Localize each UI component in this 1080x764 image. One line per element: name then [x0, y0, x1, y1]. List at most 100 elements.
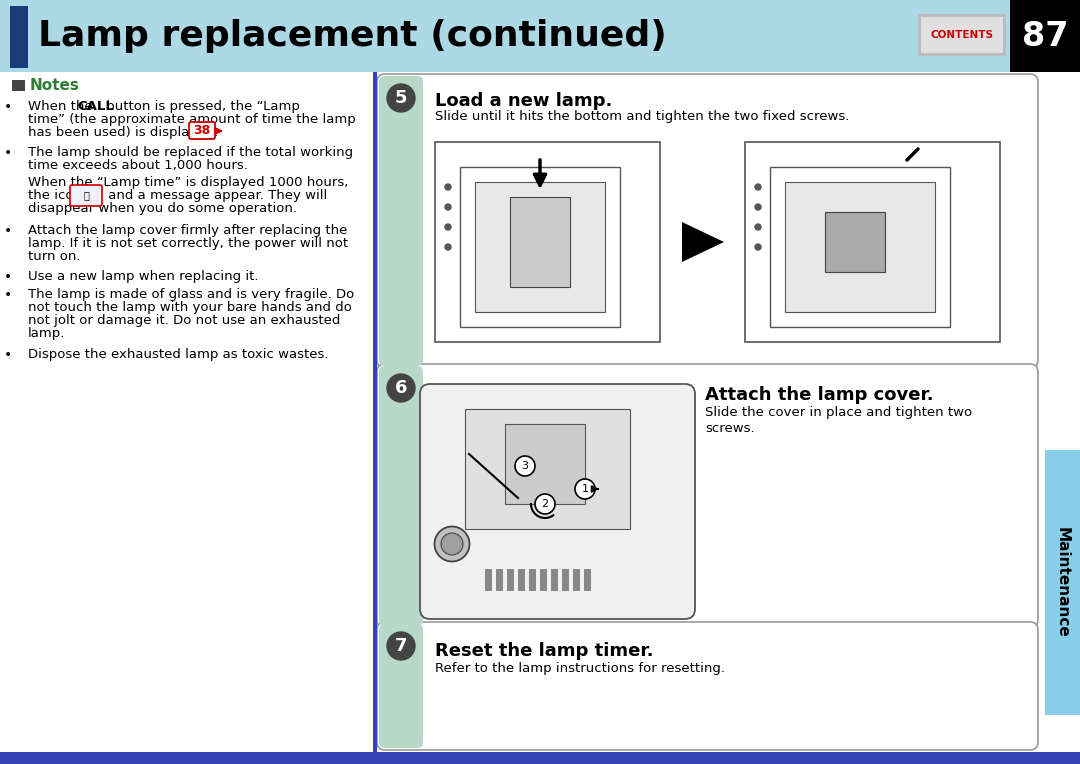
FancyBboxPatch shape — [70, 185, 102, 206]
Bar — [518, 569, 525, 591]
Text: screws.: screws. — [705, 422, 755, 435]
Circle shape — [387, 632, 415, 660]
Circle shape — [515, 456, 535, 476]
Bar — [918, 14, 1005, 56]
Ellipse shape — [434, 526, 470, 562]
Circle shape — [755, 184, 761, 190]
Bar — [0, 72, 1080, 754]
Bar — [740, 137, 1005, 347]
Text: Notes: Notes — [30, 79, 80, 93]
Bar — [384, 380, 401, 612]
Bar — [573, 569, 580, 591]
Circle shape — [387, 374, 415, 402]
Text: not touch the lamp with your bare hands and do: not touch the lamp with your bare hands … — [28, 301, 352, 314]
FancyBboxPatch shape — [379, 76, 423, 366]
Text: •: • — [4, 288, 12, 302]
Bar — [1010, 0, 1080, 72]
Text: Attach the lamp cover firmly after replacing the: Attach the lamp cover firmly after repla… — [28, 224, 348, 237]
Bar — [10, 6, 28, 68]
Text: 5: 5 — [395, 89, 407, 107]
Text: time” (the approximate amount of time the lamp: time” (the approximate amount of time th… — [28, 113, 355, 126]
Circle shape — [387, 84, 415, 112]
FancyBboxPatch shape — [189, 122, 215, 139]
Polygon shape — [681, 222, 724, 262]
Bar — [0, 752, 1080, 764]
Bar — [505, 424, 585, 504]
Bar — [540, 569, 546, 591]
Text: 2: 2 — [541, 499, 549, 509]
Text: Slide until it hits the bottom and tighten the two fixed screws.: Slide until it hits the bottom and tight… — [435, 110, 849, 123]
Text: 💽: 💽 — [83, 190, 89, 200]
FancyBboxPatch shape — [377, 622, 1038, 750]
Text: CALL: CALL — [77, 100, 113, 113]
Text: not jolt or damage it. Do not use an exhausted: not jolt or damage it. Do not use an exh… — [28, 314, 340, 327]
Text: The lamp should be replaced if the total working: The lamp should be replaced if the total… — [28, 146, 353, 159]
Text: Attach the lamp cover.: Attach the lamp cover. — [705, 386, 933, 404]
Text: 1: 1 — [581, 484, 589, 494]
Bar — [460, 167, 620, 327]
Ellipse shape — [441, 533, 463, 555]
Text: disappear when you do some operation.: disappear when you do some operation. — [28, 202, 297, 215]
Bar — [529, 569, 536, 591]
Text: Slide the cover in place and tighten two: Slide the cover in place and tighten two — [705, 406, 972, 419]
Text: button is pressed, the “Lamp: button is pressed, the “Lamp — [102, 100, 300, 113]
FancyBboxPatch shape — [379, 624, 423, 748]
Bar — [384, 638, 401, 734]
Bar — [496, 569, 503, 591]
FancyBboxPatch shape — [379, 366, 423, 626]
Text: The lamp is made of glass and is very fragile. Do: The lamp is made of glass and is very fr… — [28, 288, 354, 301]
Bar — [430, 137, 665, 347]
Circle shape — [755, 224, 761, 230]
Text: Lamp replacement (continued): Lamp replacement (continued) — [38, 19, 666, 53]
Circle shape — [445, 224, 451, 230]
Bar — [475, 182, 605, 312]
Bar — [373, 72, 377, 754]
Text: Maintenance: Maintenance — [1054, 526, 1069, 637]
Text: •: • — [4, 224, 12, 238]
Text: lamp.: lamp. — [28, 327, 66, 340]
Text: 6: 6 — [395, 379, 407, 397]
Bar — [485, 569, 492, 591]
Text: Dispose the exhausted lamp as toxic wastes.: Dispose the exhausted lamp as toxic wast… — [28, 348, 328, 361]
Text: 7: 7 — [395, 637, 407, 655]
Text: When the “Lamp time” is displayed 1000 hours,: When the “Lamp time” is displayed 1000 h… — [28, 176, 349, 189]
Bar — [584, 569, 591, 591]
Bar — [384, 90, 401, 352]
Text: 3: 3 — [522, 461, 528, 471]
Text: lamp. If it is not set correctly, the power will not: lamp. If it is not set correctly, the po… — [28, 237, 348, 250]
Text: turn on.: turn on. — [28, 250, 81, 263]
Text: •: • — [4, 100, 12, 114]
Circle shape — [535, 494, 555, 514]
Text: and a message appear. They will: and a message appear. They will — [104, 189, 327, 202]
Circle shape — [755, 204, 761, 210]
Bar — [785, 182, 935, 312]
Text: CONTENTS: CONTENTS — [931, 30, 994, 40]
Bar — [1045, 450, 1080, 715]
Bar — [507, 569, 514, 591]
Bar — [921, 17, 1003, 53]
Text: 87: 87 — [1022, 20, 1068, 53]
Text: Use a new lamp when replacing it.: Use a new lamp when replacing it. — [28, 270, 258, 283]
Circle shape — [445, 244, 451, 250]
FancyBboxPatch shape — [377, 74, 1038, 368]
Text: time exceeds about 1,000 hours.: time exceeds about 1,000 hours. — [28, 159, 248, 172]
Text: the icon: the icon — [28, 189, 82, 202]
Circle shape — [445, 204, 451, 210]
Bar — [12, 80, 25, 91]
Bar — [510, 197, 570, 287]
Text: Reset the lamp timer.: Reset the lamp timer. — [435, 642, 653, 660]
Text: has been used) is displayed.: has been used) is displayed. — [28, 126, 218, 139]
Bar — [745, 142, 1000, 342]
Text: When the: When the — [28, 100, 97, 113]
Circle shape — [755, 244, 761, 250]
Bar — [465, 409, 630, 529]
Text: Refer to the lamp instructions for resetting.: Refer to the lamp instructions for reset… — [435, 662, 725, 675]
Bar — [551, 569, 558, 591]
FancyBboxPatch shape — [377, 364, 1038, 628]
Bar — [435, 142, 660, 342]
Text: •: • — [4, 146, 12, 160]
Circle shape — [445, 184, 451, 190]
FancyBboxPatch shape — [420, 384, 696, 619]
Bar — [0, 0, 1080, 72]
Bar — [562, 569, 569, 591]
